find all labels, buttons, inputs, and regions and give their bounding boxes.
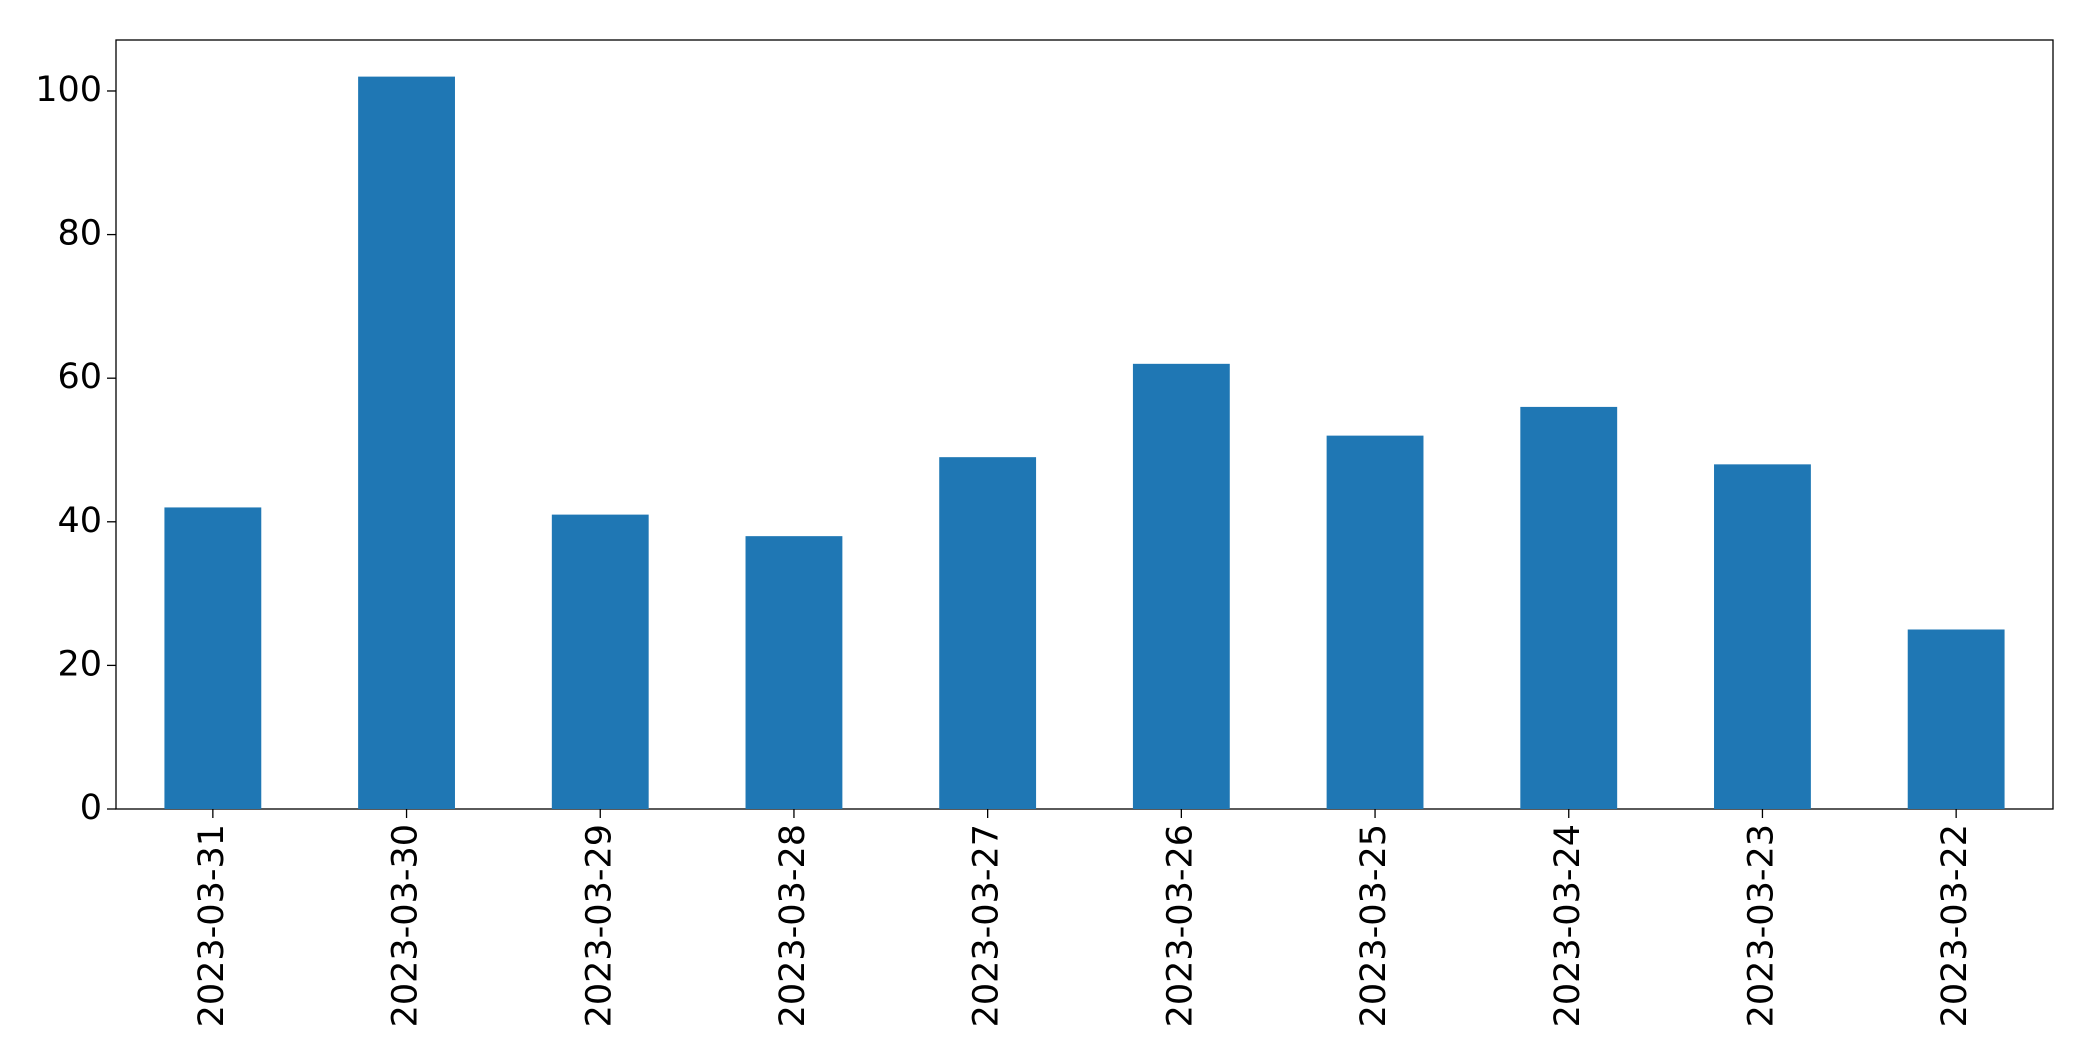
bar bbox=[1907, 629, 2005, 809]
y-tick-label: 20 bbox=[57, 644, 102, 684]
bar bbox=[1520, 406, 1618, 809]
x-tick-label: 2023-03-25 bbox=[1354, 824, 1394, 1027]
y-tick-label: 0 bbox=[80, 788, 102, 828]
x-tick-label: 2023-03-27 bbox=[967, 824, 1007, 1027]
bar bbox=[358, 76, 455, 810]
x-tick-label: 2023-03-29 bbox=[579, 824, 619, 1027]
bar bbox=[745, 536, 843, 809]
y-tick-label: 40 bbox=[57, 501, 102, 541]
x-tick-label: 2023-03-26 bbox=[1160, 824, 1200, 1027]
bar bbox=[1326, 435, 1424, 809]
bar bbox=[164, 507, 262, 809]
y-tick-label: 100 bbox=[35, 70, 102, 110]
bar bbox=[939, 457, 1037, 809]
bar bbox=[1132, 363, 1230, 809]
x-tick-label: 2023-03-23 bbox=[1741, 824, 1781, 1027]
x-tick-label: 2023-03-28 bbox=[773, 824, 813, 1027]
bar bbox=[1714, 464, 1811, 809]
plot-frame bbox=[115, 39, 2054, 810]
y-tick-label: 80 bbox=[57, 214, 102, 254]
y-tick-label: 60 bbox=[57, 357, 102, 397]
x-tick-label: 2023-03-22 bbox=[1935, 824, 1975, 1027]
x-tick-label: 2023-03-24 bbox=[1548, 824, 1588, 1027]
bar bbox=[551, 514, 649, 809]
x-tick-label: 2023-03-31 bbox=[192, 824, 232, 1027]
x-tick-label: 2023-03-30 bbox=[386, 824, 426, 1027]
